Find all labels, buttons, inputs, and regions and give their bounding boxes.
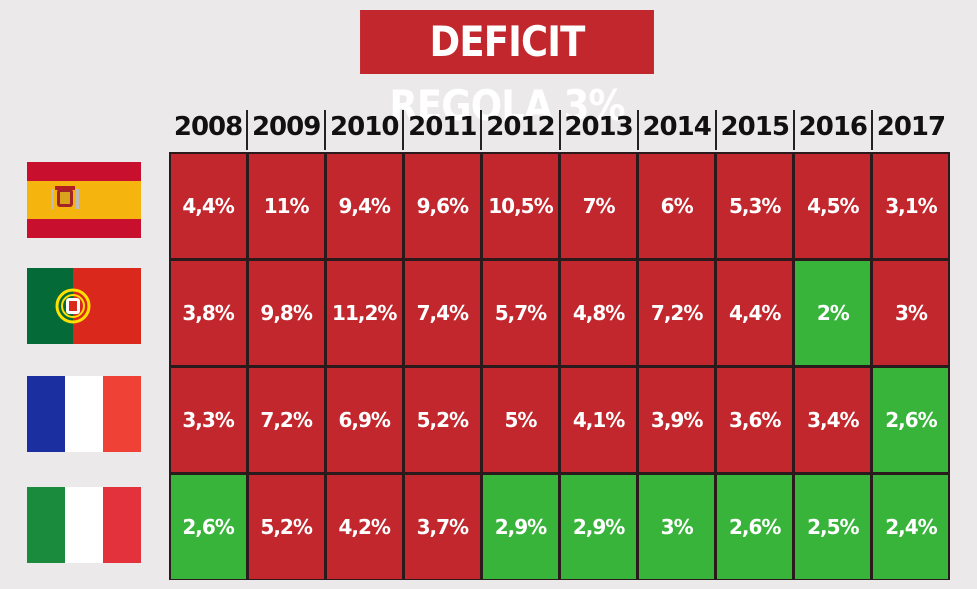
italy-2014-cell: 3% <box>639 474 715 579</box>
france-2010-cell: 6,9% <box>326 367 402 472</box>
italy-2009-cell: 5,2% <box>248 474 324 579</box>
italy-2016-cell: 2,5% <box>795 474 871 579</box>
year-label: 2013 <box>564 112 633 142</box>
france-2013-cell: 4,1% <box>561 367 637 472</box>
portugal-2015-cell: 4,4% <box>717 260 793 365</box>
france-2016-cell: 3,4% <box>795 367 871 472</box>
spain-2012-cell: 10,5% <box>482 153 558 258</box>
year-separator <box>636 110 639 150</box>
france-2015-cell: 3,6% <box>717 367 793 472</box>
spain-2009-cell: 11% <box>248 153 324 258</box>
portugal-2017-cell: 3% <box>873 260 949 365</box>
italy-2015-cell: 2,6% <box>717 474 793 579</box>
spain-2008-cell: 4,4% <box>170 153 246 258</box>
portugal-2013-cell: 4,8% <box>561 260 637 365</box>
spain-coat-of-arms-icon <box>51 186 79 209</box>
year-label: 2015 <box>720 112 790 142</box>
portugal-2012-cell: 5,7% <box>482 260 558 365</box>
portugal-2016-cell: 2% <box>795 260 871 365</box>
portugal-2011-cell: 7,4% <box>404 260 480 365</box>
year-label: 2012 <box>486 112 555 142</box>
spain-2010-cell: 9,4% <box>326 153 402 258</box>
portugal-armillary-sphere-icon <box>55 288 91 324</box>
portugal-flag <box>27 268 141 344</box>
year-label: 2016 <box>798 112 868 142</box>
portugal-2010-cell: 11,2% <box>326 260 402 365</box>
year-label: 2011 <box>408 112 477 142</box>
spain-2011-cell: 9,6% <box>404 153 480 258</box>
spain-2015-cell: 5,3% <box>717 153 793 258</box>
france-flag <box>27 376 141 452</box>
france-2009-cell: 7,2% <box>248 367 324 472</box>
italy-2017-cell: 2,4% <box>873 474 949 579</box>
italy-2013-cell: 2,9% <box>561 474 637 579</box>
portugal-2009-cell: 9,8% <box>248 260 324 365</box>
portugal-2008-cell: 3,8% <box>170 260 246 365</box>
year-label: 2009 <box>251 112 321 142</box>
year-label: 2014 <box>642 112 711 142</box>
year-label: 2010 <box>330 112 399 142</box>
year-separator <box>402 110 405 150</box>
year-separator <box>558 110 561 150</box>
spain-flag <box>27 162 141 238</box>
year-separator <box>792 110 795 150</box>
italy-2011-cell: 3,7% <box>404 474 480 579</box>
france-2008-cell: 3,3% <box>170 367 246 472</box>
italy-flag <box>27 487 141 563</box>
chart-title: DEFICIT REGOLA 3% <box>360 10 654 130</box>
italy-2010-cell: 4,2% <box>326 474 402 579</box>
year-label: 2008 <box>173 112 243 142</box>
spain-2014-cell: 6% <box>639 153 715 258</box>
deficit-table: 4,4% 11% 9,4% 9,6% 10,5% 7% 6% 5,3% 4,5% 3,1% 3,8%… <box>169 152 950 580</box>
year-separator <box>324 110 327 150</box>
year-label: 2017 <box>876 112 946 142</box>
italy-2008-cell: 2,6% <box>170 474 246 579</box>
year-separator <box>246 110 249 150</box>
year-separator <box>714 110 717 150</box>
spain-2017-cell: 3,1% <box>873 153 949 258</box>
france-2014-cell: 3,9% <box>639 367 715 472</box>
france-2011-cell: 5,2% <box>404 367 480 472</box>
portugal-2014-cell: 7,2% <box>639 260 715 365</box>
france-2012-cell: 5% <box>482 367 558 472</box>
spain-2016-cell: 4,5% <box>795 153 871 258</box>
france-2017-cell: 2,6% <box>873 367 949 472</box>
spain-2013-cell: 7% <box>561 153 637 258</box>
year-separator <box>870 110 873 150</box>
italy-2012-cell: 2,9% <box>482 474 558 579</box>
year-separator <box>480 110 483 150</box>
